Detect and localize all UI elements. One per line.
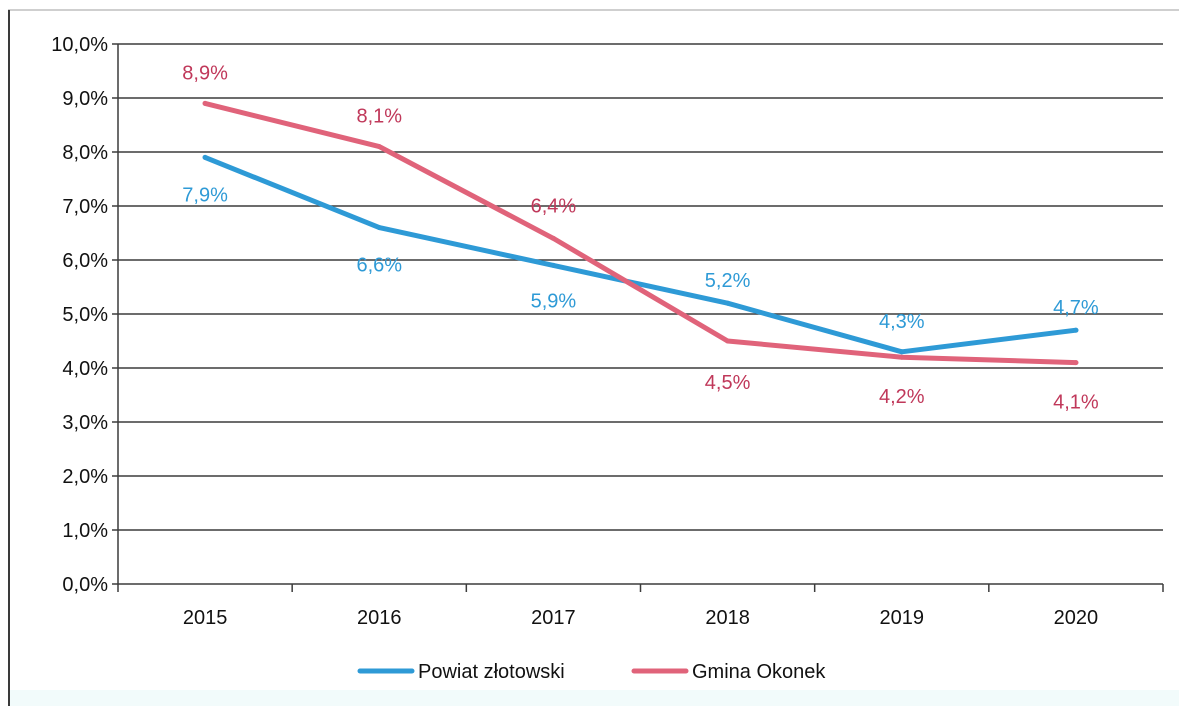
data-point <box>202 100 208 106</box>
data-point <box>725 338 731 344</box>
y-tick-label: 7,0% <box>62 196 108 218</box>
legend-label: Powiat złotowski <box>418 661 565 683</box>
data-label: 6,6% <box>356 255 402 277</box>
data-label: 7,9% <box>182 184 228 206</box>
data-label: 4,5% <box>705 372 751 394</box>
data-label: 6,4% <box>531 195 577 217</box>
data-point <box>550 262 556 268</box>
legend-label: Gmina Okonek <box>692 661 826 683</box>
data-label: 5,9% <box>531 290 577 312</box>
x-tick-label: 2015 <box>183 607 228 629</box>
y-tick-label: 2,0% <box>62 466 108 488</box>
x-tick-label: 2018 <box>705 607 750 629</box>
y-tick-label: 5,0% <box>62 304 108 326</box>
y-tick-label: 10,0% <box>51 34 108 56</box>
x-tick-label: 2016 <box>357 607 402 629</box>
y-tick-label: 6,0% <box>62 250 108 272</box>
data-point <box>899 349 905 355</box>
data-point <box>376 225 382 231</box>
series-layer <box>202 100 1079 366</box>
legend-item: Powiat złotowski <box>357 661 565 683</box>
data-point <box>1073 327 1079 333</box>
legend-item: Gmina Okonek <box>631 661 826 683</box>
y-tick-label: 9,0% <box>62 88 108 110</box>
data-label: 4,2% <box>879 386 925 408</box>
data-label: 5,2% <box>705 270 751 292</box>
data-point <box>1073 360 1079 366</box>
data-label: 8,9% <box>182 62 228 84</box>
y-tick-label: 1,0% <box>62 520 108 542</box>
frame-bottom-band <box>10 690 1179 706</box>
series-line-powiat-zlotowski <box>202 154 1079 355</box>
data-point <box>550 235 556 241</box>
x-tick-label: 2019 <box>880 607 925 629</box>
data-point <box>376 144 382 150</box>
y-tick-label: 3,0% <box>62 412 108 434</box>
data-label: 4,7% <box>1053 297 1099 319</box>
data-label: 8,1% <box>356 106 402 128</box>
data-point <box>202 154 208 160</box>
grid-layer <box>118 43 1163 531</box>
x-tick-label: 2020 <box>1054 607 1099 629</box>
data-point <box>725 300 731 306</box>
data-point <box>899 354 905 360</box>
axis-layer: 0,0% 1,0% 2,0% 3,0% 4,0% 5,0% 6,0% 7,0% 8,0% 9,0%… <box>51 34 1164 629</box>
data-label: 4,3% <box>879 311 925 333</box>
data-label-layer: 7,9% 6,6% 5,9% 5,2% 4,3% 4,7% 8,9% 8,1% 6,4% 4,5%… <box>182 62 1099 413</box>
x-tick-label: 2017 <box>531 607 576 629</box>
y-tick-label: 4,0% <box>62 358 108 380</box>
y-tick-label: 8,0% <box>62 142 108 164</box>
y-tick-label: 0,0% <box>62 574 108 596</box>
legend: Powiat złotowski Gmina Okonek <box>357 661 826 683</box>
data-label: 4,1% <box>1053 392 1099 414</box>
series-line-gmina-okonek <box>202 100 1079 366</box>
